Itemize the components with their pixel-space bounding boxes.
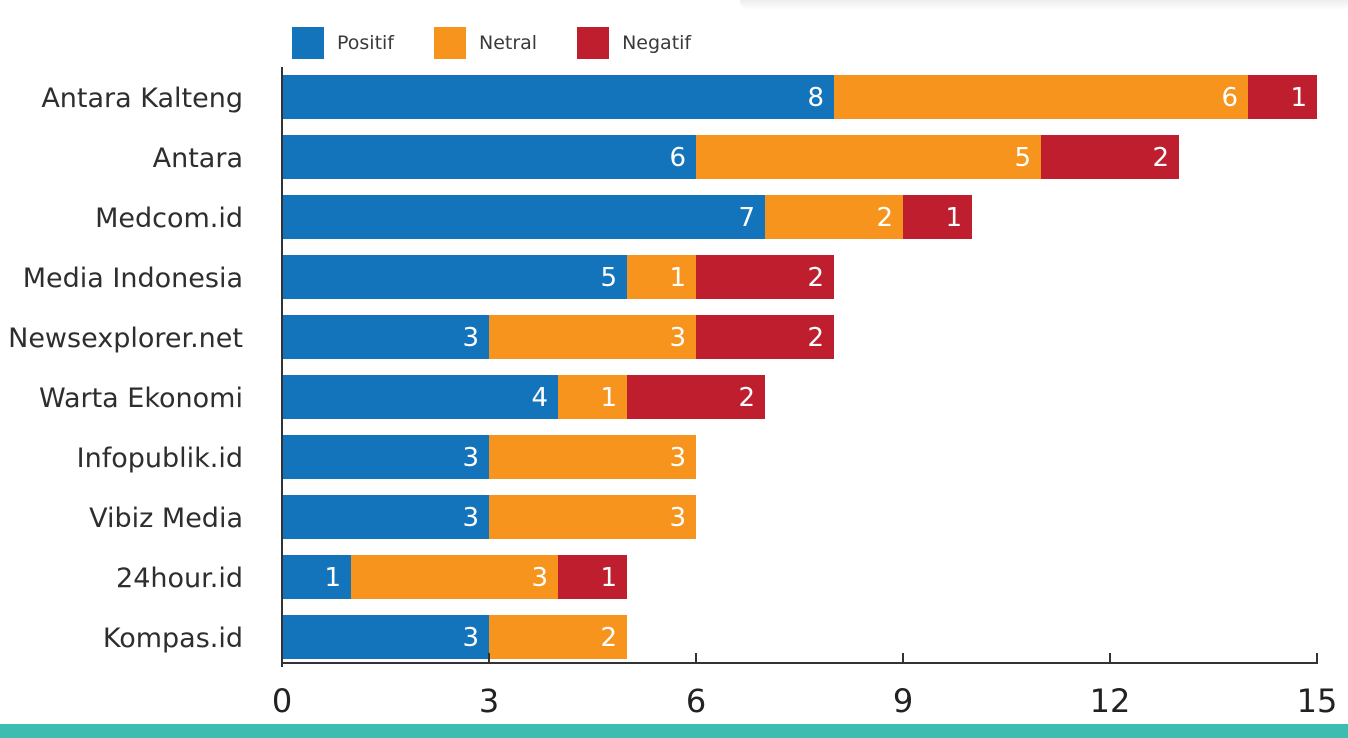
x-tick-label-3: 3 — [479, 682, 499, 720]
data-label-negatif-warta-ekonomi: 2 — [738, 383, 755, 413]
data-label-positif-antara: 6 — [669, 143, 686, 173]
data-label-positif-newsexplorer-net: 3 — [462, 323, 479, 353]
category-label-media-indonesia: Media Indonesia — [23, 263, 243, 294]
bar-netral-infopublik-id — [489, 435, 696, 479]
category-label-vibiz-media: Vibiz Media — [89, 503, 243, 534]
data-label-negatif-media-indonesia: 2 — [807, 263, 824, 293]
bar-netral-vibiz-media — [489, 495, 696, 539]
bars-layer — [282, 75, 1317, 659]
chart-legend: Positif Netral Negatif — [292, 26, 731, 60]
bar-positif-warta-ekonomi — [282, 375, 558, 419]
legend-item-netral: Netral — [434, 27, 537, 59]
data-label-netral-medcom-id: 2 — [876, 203, 893, 233]
bar-positif-antara — [282, 135, 696, 179]
data-label-negatif-antara: 2 — [1152, 143, 1169, 173]
legend-swatch-netral — [434, 27, 466, 59]
category-label-24hour-id: 24hour.id — [116, 563, 243, 594]
x-tick-label-15: 15 — [1297, 682, 1338, 720]
bar-positif-vibiz-media — [282, 495, 489, 539]
data-label-negatif-24hour-id: 1 — [600, 563, 617, 593]
data-label-netral-antara-kalteng: 6 — [1221, 83, 1238, 113]
bar-positif-medcom-id — [282, 195, 765, 239]
data-label-netral-vibiz-media: 3 — [669, 503, 686, 533]
data-label-netral-media-indonesia: 1 — [669, 263, 686, 293]
bar-netral-newsexplorer-net — [489, 315, 696, 359]
bar-netral-kompas-id — [489, 615, 627, 659]
bar-negatif-newsexplorer-net — [696, 315, 834, 359]
data-label-positif-vibiz-media: 3 — [462, 503, 479, 533]
data-label-positif-kompas-id: 3 — [462, 623, 479, 653]
x-tick-label-9: 9 — [893, 682, 913, 720]
data-label-negatif-medcom-id: 1 — [945, 203, 962, 233]
bar-negatif-warta-ekonomi — [627, 375, 765, 419]
bar-netral-24hour-id — [351, 555, 558, 599]
data-label-positif-infopublik-id: 3 — [462, 443, 479, 473]
category-label-newsexplorer-net: Newsexplorer.net — [8, 323, 243, 354]
bar-netral-warta-ekonomi — [558, 375, 627, 419]
data-label-positif-media-indonesia: 5 — [600, 263, 617, 293]
x-tick-label-0: 0 — [272, 682, 292, 720]
legend-label-positif: Positif — [337, 32, 394, 54]
axis-layer — [281, 67, 1318, 667]
x-tick-label-12: 12 — [1090, 682, 1131, 720]
bottom-accent-band — [0, 724, 1348, 738]
category-label-antara-kalteng: Antara Kalteng — [41, 83, 243, 114]
legend-item-positif: Positif — [292, 27, 394, 59]
legend-swatch-negatif — [577, 27, 610, 59]
category-label-antara: Antara — [153, 143, 243, 174]
category-label-medcom-id: Medcom.id — [95, 203, 243, 234]
x-tick-label-6: 6 — [686, 682, 706, 720]
bar-netral-antara-kalteng — [834, 75, 1248, 119]
data-label-positif-24hour-id: 1 — [324, 563, 341, 593]
bar-negatif-antara-kalteng — [1248, 75, 1317, 119]
bar-netral-media-indonesia — [627, 255, 696, 299]
bar-positif-infopublik-id — [282, 435, 489, 479]
category-label-infopublik-id: Infopublik.id — [77, 443, 243, 474]
data-label-negatif-newsexplorer-net: 2 — [807, 323, 824, 353]
data-label-positif-warta-ekonomi: 4 — [531, 383, 548, 413]
bar-positif-media-indonesia — [282, 255, 627, 299]
labels-layer: Antara Kalteng 8 6 1 Antara 6 5 2 Medcom.id 7 2 1 Me… — [8, 83, 1337, 720]
data-label-netral-infopublik-id: 3 — [669, 443, 686, 473]
bar-positif-kompas-id — [282, 615, 489, 659]
bar-netral-antara — [696, 135, 1041, 179]
category-label-warta-ekonomi: Warta Ekonomi — [39, 383, 243, 414]
bar-netral-medcom-id — [765, 195, 903, 239]
data-label-netral-newsexplorer-net: 3 — [669, 323, 686, 353]
bar-negatif-media-indonesia — [696, 255, 834, 299]
bar-positif-newsexplorer-net — [282, 315, 489, 359]
data-label-netral-antara: 5 — [1014, 143, 1031, 173]
bar-negatif-24hour-id — [558, 555, 627, 599]
data-label-positif-antara-kalteng: 8 — [807, 83, 824, 113]
data-label-netral-warta-ekonomi: 1 — [600, 383, 617, 413]
legend-label-negatif: Negatif — [622, 32, 692, 54]
legend-swatch-positif — [292, 27, 324, 59]
bar-negatif-medcom-id — [903, 195, 972, 239]
data-label-netral-kompas-id: 2 — [600, 623, 617, 653]
top-card-shadow — [740, 0, 1348, 10]
category-label-kompas-id: Kompas.id — [103, 623, 243, 654]
data-label-positif-medcom-id: 7 — [738, 203, 755, 233]
data-label-negatif-antara-kalteng: 1 — [1290, 83, 1307, 113]
data-label-netral-24hour-id: 3 — [531, 563, 548, 593]
bar-negatif-antara — [1041, 135, 1179, 179]
legend-label-netral: Netral — [479, 32, 538, 54]
bar-positif-antara-kalteng — [282, 75, 834, 119]
bar-positif-24hour-id — [282, 555, 351, 599]
legend-item-negatif: Negatif — [577, 27, 691, 59]
